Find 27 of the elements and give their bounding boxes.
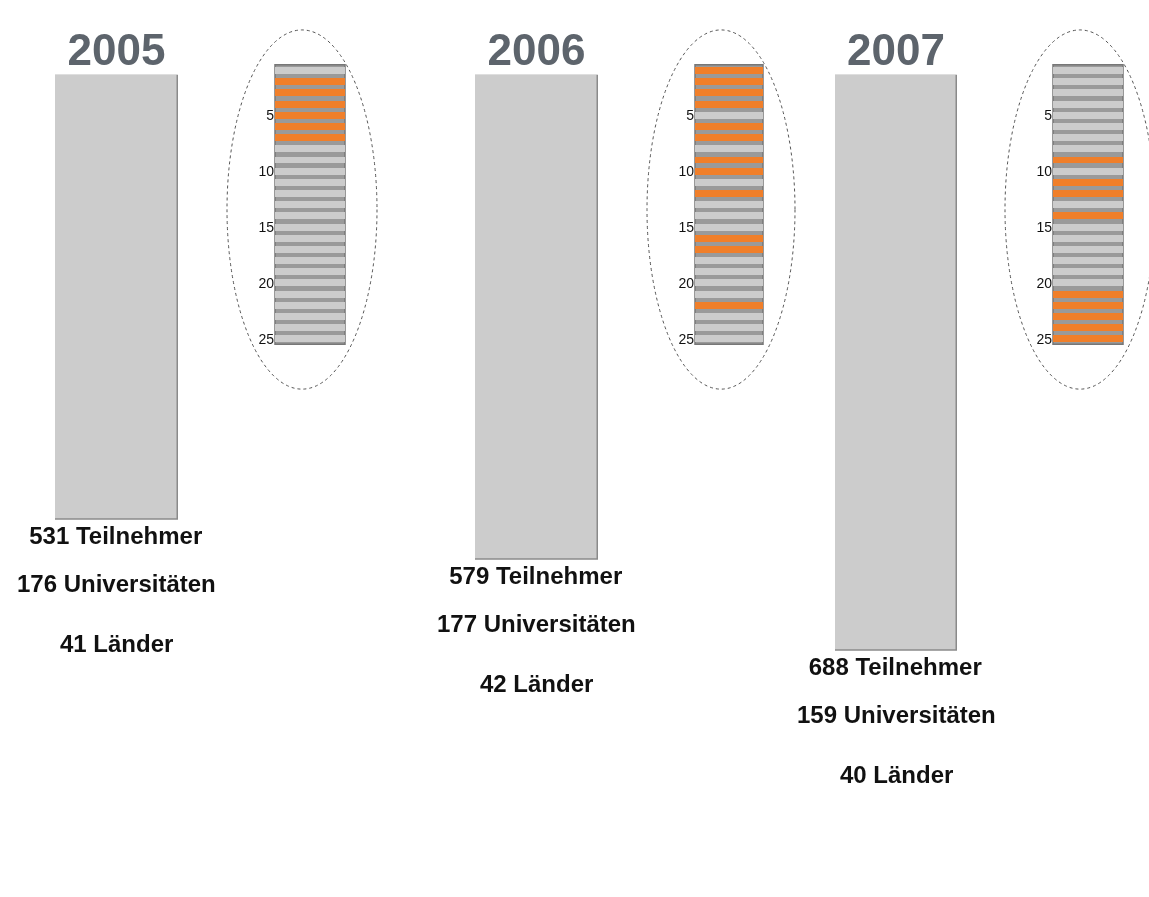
text: 41 Länder <box>60 630 174 657</box>
y-tick-label: 10 <box>1036 162 1053 179</box>
data-label: 688 Teilnehmer <box>808 653 982 681</box>
text: 159 Universitäten <box>797 701 996 728</box>
x-tick-label: 2006 <box>487 25 586 75</box>
y-tick-label: 10 <box>258 162 275 179</box>
y-tick-label: 15 <box>1036 218 1053 235</box>
y-tick-label: 5 <box>266 107 275 124</box>
y-tick-label: 10 <box>678 162 695 179</box>
y-tick-label: 20 <box>1036 274 1053 291</box>
y-tick-label: 25 <box>678 330 695 347</box>
text: 40 Länder <box>840 761 954 788</box>
text: 177 Universitäten <box>437 610 636 637</box>
x-tick-label: 2007 <box>847 25 945 75</box>
y-tick-label: 25 <box>258 330 275 347</box>
y-tick-label: 15 <box>678 218 695 235</box>
y-tick-label: 25 <box>1036 330 1053 347</box>
y-tick-label: 5 <box>686 107 695 124</box>
y-tick-label: 15 <box>258 218 275 235</box>
y-tick-label: 20 <box>258 274 275 291</box>
data-label: 531 Teilnehmer <box>29 522 203 550</box>
y-tick-label: 20 <box>678 274 695 291</box>
y-tick-label: 5 <box>1044 107 1053 124</box>
text: 42 Länder <box>480 670 594 697</box>
x-tick-label: 2005 <box>67 25 166 75</box>
data-label: 579 Teilnehmer <box>449 562 623 590</box>
text: 176 Universitäten <box>17 570 216 597</box>
